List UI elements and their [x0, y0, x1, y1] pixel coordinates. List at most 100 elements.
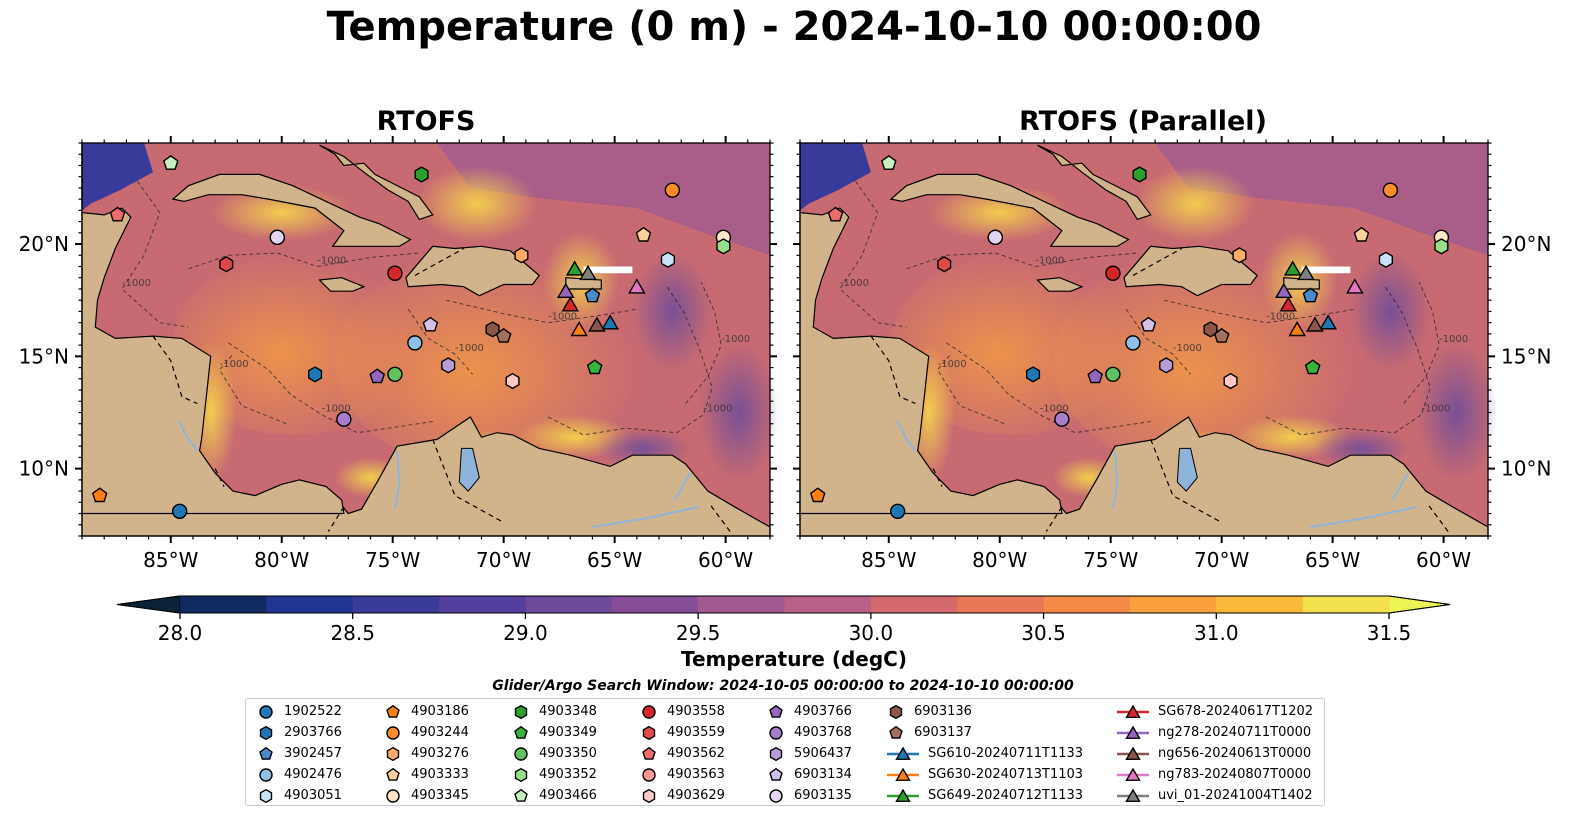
legend-label: SG630-20240713T1103 [928, 767, 1084, 782]
legend-label: 4903562 [667, 746, 725, 761]
marker-4903186 [809, 487, 826, 503]
colorbar-bin [266, 596, 354, 613]
legend-label: uvi_01-20241004T1402 [1158, 788, 1313, 803]
legend-entry: 4903562 [639, 743, 725, 764]
lake-maracaibo [458, 447, 480, 492]
legend-label: ng783-20240807T0000 [1158, 767, 1312, 782]
marker-4903276 [1232, 247, 1247, 264]
legend-symbol [514, 704, 528, 719]
lat-tick-label: 15°N [1501, 344, 1551, 368]
country-border [327, 506, 345, 532]
colorbar-bin [439, 596, 526, 613]
marker-4903558 [1105, 265, 1121, 281]
colorbar-tick-label: 30.0 [849, 621, 894, 645]
country-border [709, 504, 731, 532]
bathymetry-contour-label: -1000 [220, 359, 249, 370]
bathymetry-contour [547, 284, 713, 436]
marker-ng278-20240711T0000 [556, 282, 575, 299]
marker-6903136 [485, 321, 500, 338]
legend-entry: 4903345 [383, 785, 469, 806]
legend-label: 4903333 [411, 767, 469, 782]
colorbar-bin [1129, 596, 1217, 613]
legend-entry: SG649-20240712T1133 [886, 785, 1083, 806]
lon-tick-label: 70°W [476, 548, 531, 572]
legend-marker-pentagon [889, 725, 903, 739]
lat-tick-label: 10°N [19, 457, 69, 481]
country-border [932, 468, 943, 487]
legend-label: 4903352 [539, 767, 597, 782]
legend-entry: 2903766 [256, 722, 342, 743]
legend-entry: ng278-20240711T0000 [1116, 722, 1311, 743]
legend-marker-triangle [1117, 746, 1149, 760]
marker-5906437 [1159, 357, 1174, 374]
marker-SG610-20240711T1133 [1319, 314, 1338, 330]
legend-marker-triangle [1117, 788, 1149, 802]
legend-marker-circle [642, 704, 656, 719]
marker-SG678-20240617T1202 [561, 296, 580, 312]
marker-4903629 [505, 372, 520, 390]
colorbar-tick-label: 28.5 [330, 621, 375, 645]
river [896, 421, 917, 452]
legend-label: 4903244 [411, 725, 469, 740]
legend-marker-pentagon [386, 767, 400, 781]
river [673, 472, 691, 501]
temperature-colorbar: 28.0 28.5 29.0 29.5 30.0 30.5 31.0 31.5 [116, 595, 1451, 645]
marker-4903348 [414, 166, 429, 183]
legend-label: 6903135 [794, 788, 852, 803]
atlantic-cooler-water [437, 143, 770, 256]
marker-4903350 [387, 366, 403, 383]
lon-tick-label: 85°W [861, 548, 916, 572]
colorbar-tick-label: 29.0 [503, 621, 548, 645]
legend-marker-pentagon [514, 788, 528, 802]
legend-symbol [642, 746, 656, 760]
legend-label: 4903563 [667, 767, 725, 782]
bathymetry-contour [188, 252, 420, 270]
legend-entry: 4903558 [639, 701, 725, 722]
legend-symbol [1125, 788, 1141, 802]
legend-marker-pentagon [769, 704, 783, 718]
lake-maracaibo [1176, 447, 1198, 492]
map-panel-rtofs-parallel: -1000 -1000 -1000 -1000 -1000 -1000 -1000 -1000… [793, 136, 1551, 572]
marker-4903466 [162, 155, 179, 170]
marker-4903350 [1105, 366, 1121, 383]
marker-2903766 [1025, 366, 1041, 383]
marker-4903349 [586, 359, 603, 375]
legend-label: 6903134 [794, 767, 852, 782]
legend-marker-hexagon [259, 725, 273, 740]
land-jamaica [318, 277, 366, 292]
legend-label: 3902457 [284, 746, 342, 761]
legend-marker-circle [386, 725, 400, 740]
bathymetry-contour [1265, 284, 1431, 436]
marker-6903135 [269, 229, 286, 246]
marker-4903276 [514, 247, 529, 264]
legend-label: 4903350 [539, 746, 597, 761]
marker-ng656-20240613T0000 [588, 316, 606, 332]
colorbar-bin [352, 596, 440, 613]
gulf-cool-water [800, 143, 871, 211]
bathymetry-contour [228, 342, 433, 434]
lon-tick-label: 60°W [1416, 548, 1471, 572]
legend-marker-hexagon [514, 704, 528, 719]
bathymetry-contour [218, 353, 287, 425]
legend-entry: 6903136 [886, 701, 972, 722]
marker-4903559 [937, 256, 952, 273]
marker-4903766 [369, 368, 386, 384]
legend-symbol [259, 788, 273, 803]
missing-data-gap [583, 266, 633, 274]
missing-data-gap [1301, 266, 1351, 274]
marker-1902522 [889, 503, 906, 519]
map-panel-rtofs: -1000 -1000 -1000 -1000 -1000 -1000 -1000 -1000… [19, 136, 779, 572]
legend-label: 2903766 [284, 725, 342, 740]
country-border [152, 335, 198, 405]
legend-symbol [769, 767, 783, 781]
marker-4903559 [219, 256, 234, 273]
legend-symbol [1125, 725, 1141, 739]
river [178, 421, 199, 452]
legend-symbol [386, 725, 400, 740]
legend-symbol [386, 704, 400, 718]
bathymetry-contour [936, 353, 1005, 425]
land-hispaniola [1123, 245, 1259, 297]
colorbar-tick-label: 31.5 [1367, 621, 1412, 645]
river [393, 450, 401, 510]
marker-4903558 [387, 265, 403, 281]
